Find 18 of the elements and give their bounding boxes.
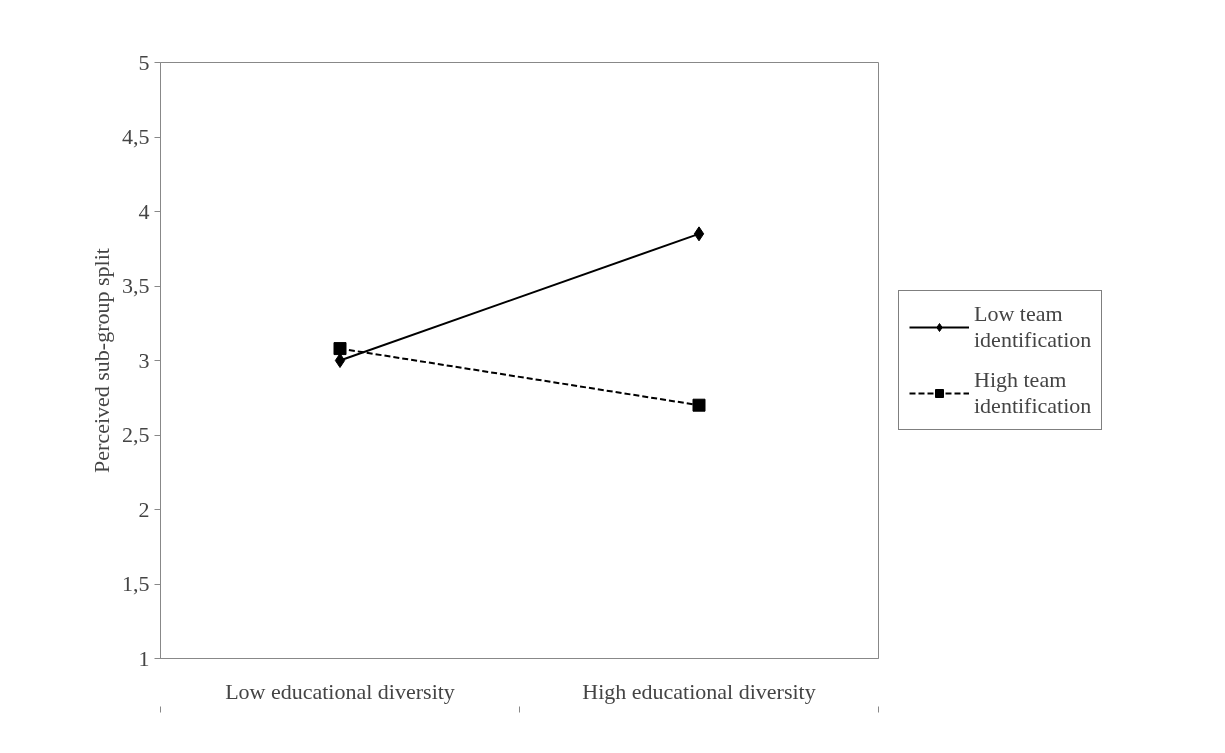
y-axis-title: Perceived sub-group split (89, 248, 114, 473)
point (693, 226, 705, 242)
y-tick-label: 2,5 (122, 422, 150, 447)
y-tick-label: 3,5 (122, 273, 150, 298)
y-tick-label: 1,5 (122, 571, 150, 596)
point (334, 353, 346, 368)
y-tick-label: 1 (138, 645, 150, 671)
y-tick-label: 4 (138, 198, 150, 224)
y-tick-label: 2 (138, 496, 150, 522)
legend-label: Low team identification (974, 301, 1092, 353)
x-tick-label: Low educational diversity (225, 678, 455, 704)
x-tick-label: High educational diversity (582, 678, 816, 704)
y-tick-label: 4,5 (122, 124, 150, 149)
point (692, 398, 706, 412)
y-tick-label: 5 (138, 49, 150, 75)
point (333, 342, 347, 356)
legend-label: High team identification (974, 367, 1092, 419)
y-tick-label: 3 (138, 347, 150, 373)
